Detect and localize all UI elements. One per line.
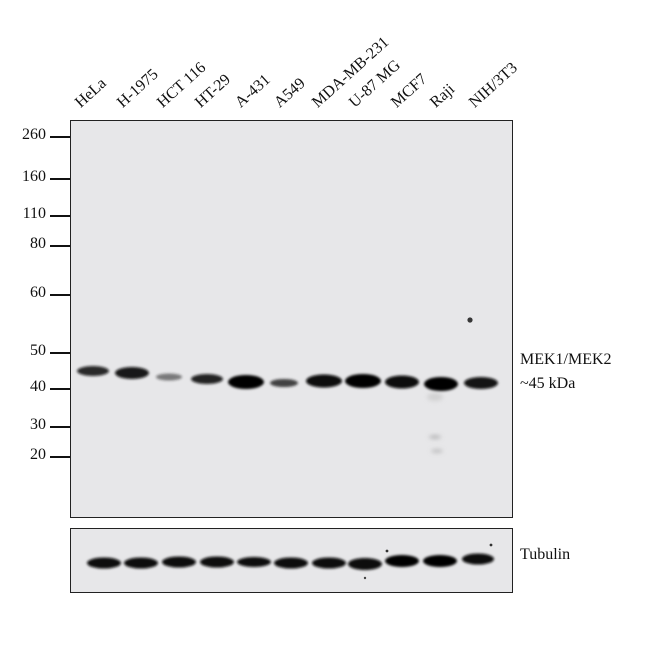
band-h1975 [115, 367, 149, 379]
mw-tick-160 [50, 178, 70, 180]
mw-tick-260 [50, 136, 70, 138]
tubulin-band-nih3t3 [462, 553, 494, 565]
band-hela [77, 366, 109, 376]
tubulin-band-raji [423, 555, 457, 567]
mw-tick-40 [50, 388, 70, 390]
loading-control-label: Tubulin [520, 546, 571, 563]
target-label-name: MEK1/MEK2 [520, 351, 612, 368]
tubulin-band-ht29 [200, 556, 234, 568]
mw-label-40: 40 [30, 378, 46, 395]
band-hct116 [156, 373, 182, 381]
lane-label-raji: Raji [426, 80, 459, 112]
band-mda-mb-231 [306, 374, 342, 388]
band-mcf7 [385, 375, 419, 389]
tubulin-speck-b [489, 543, 493, 547]
tubulin-band-row [87, 553, 494, 570]
band-nih3t3 [464, 377, 498, 389]
target-label-size: ~45 kDa [520, 375, 576, 392]
lane-label-hela: HeLa [71, 74, 110, 112]
mw-label-160: 160 [22, 168, 46, 185]
target-band-row [77, 366, 498, 391]
tubulin-band-mda-mb-231 [312, 557, 346, 569]
mw-label-60: 60 [30, 284, 46, 301]
band-a431 [228, 375, 264, 389]
tubulin-band-u87mg [348, 558, 382, 570]
mw-label-20: 20 [30, 446, 46, 463]
tubulin-speck-a [385, 549, 389, 553]
blot-speck [467, 317, 473, 323]
band-raji [424, 377, 458, 391]
main-blot-panel [70, 120, 513, 518]
band-a549 [270, 379, 298, 387]
tubulin-blot-panel [70, 528, 513, 593]
tubulin-band-hct116 [162, 556, 196, 568]
mw-label-30: 30 [30, 416, 46, 433]
lane-label-a431: A-431 [231, 71, 274, 112]
band-u87mg [345, 374, 381, 388]
lane-label-h1975: H-1975 [113, 65, 162, 112]
lane-label-nih3t3: NIH/3T3 [465, 59, 521, 112]
mw-label-110: 110 [22, 205, 46, 222]
mw-tick-110 [50, 215, 70, 217]
tubulin-band-mcf7 [385, 555, 419, 567]
mw-tick-60 [50, 294, 70, 296]
tubulin-speck-c [363, 576, 367, 580]
mw-label-260: 260 [22, 126, 46, 143]
main-blot-bands [77, 317, 498, 453]
blot-artifacts [427, 393, 443, 453]
mw-tick-80 [50, 245, 70, 247]
tubulin-band-a549 [274, 557, 308, 569]
band-ht29 [191, 374, 223, 384]
mw-tick-20 [50, 456, 70, 458]
mw-tick-50 [50, 352, 70, 354]
mw-label-50: 50 [30, 342, 46, 359]
mw-label-80: 80 [30, 235, 46, 252]
lane-labels: HeLa H-1975 HCT 116 HT-29 A-431 A549 MDA… [0, 0, 650, 120]
tubulin-band-a431 [237, 557, 271, 567]
mw-tick-30 [50, 426, 70, 428]
tubulin-band-h1975 [124, 557, 158, 569]
tubulin-band-hela [87, 557, 121, 569]
tubulin-bands [87, 543, 494, 580]
lane-label-a549: A549 [270, 74, 309, 112]
